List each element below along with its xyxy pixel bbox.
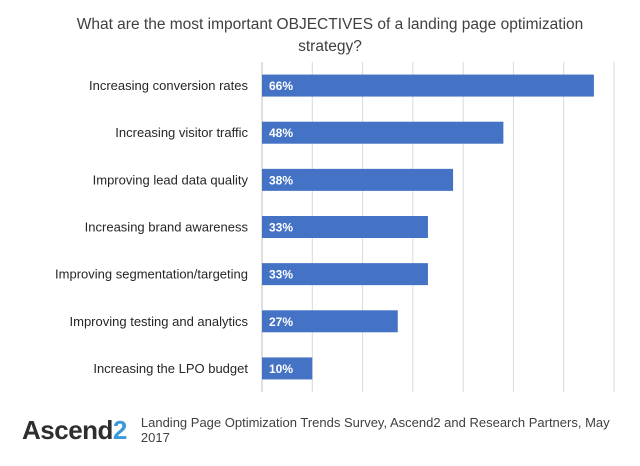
data-label: 33% bbox=[269, 268, 293, 282]
data-label: 66% bbox=[269, 79, 293, 93]
category-label: Improving lead data quality bbox=[93, 172, 249, 187]
data-label: 27% bbox=[269, 315, 293, 329]
data-label: 38% bbox=[269, 173, 293, 187]
chart-title: What are the most important OBJECTIVES o… bbox=[76, 16, 584, 55]
bar bbox=[262, 263, 428, 286]
data-label: 33% bbox=[269, 221, 293, 235]
brand-accent: 2 bbox=[112, 414, 127, 445]
bar bbox=[262, 357, 313, 380]
data-label: 10% bbox=[269, 362, 293, 376]
source-note: Landing Page Optimization Trends Survey,… bbox=[140, 415, 610, 445]
category-label: Improving segmentation/targeting bbox=[55, 267, 248, 282]
bar bbox=[262, 310, 398, 333]
category-label: Increasing visitor traffic bbox=[115, 125, 248, 140]
bar bbox=[262, 74, 594, 97]
bar bbox=[262, 168, 454, 191]
bar bbox=[262, 121, 504, 144]
ascend2-logo: Ascend2 bbox=[22, 415, 127, 446]
data-label: 48% bbox=[269, 126, 293, 140]
category-label: Improving testing and analytics bbox=[70, 314, 249, 329]
category-label: Increasing conversion rates bbox=[89, 78, 248, 93]
category-label: Increasing brand awareness bbox=[85, 220, 249, 235]
footer: Ascend2 Landing Page Optimization Trends… bbox=[22, 412, 622, 448]
brand-main: Ascend bbox=[22, 414, 113, 445]
bar bbox=[262, 216, 428, 238]
category-label: Increasing the LPO budget bbox=[93, 361, 248, 376]
bar-chart: Increasing conversion rates 66% Increasing… bbox=[55, 62, 615, 392]
